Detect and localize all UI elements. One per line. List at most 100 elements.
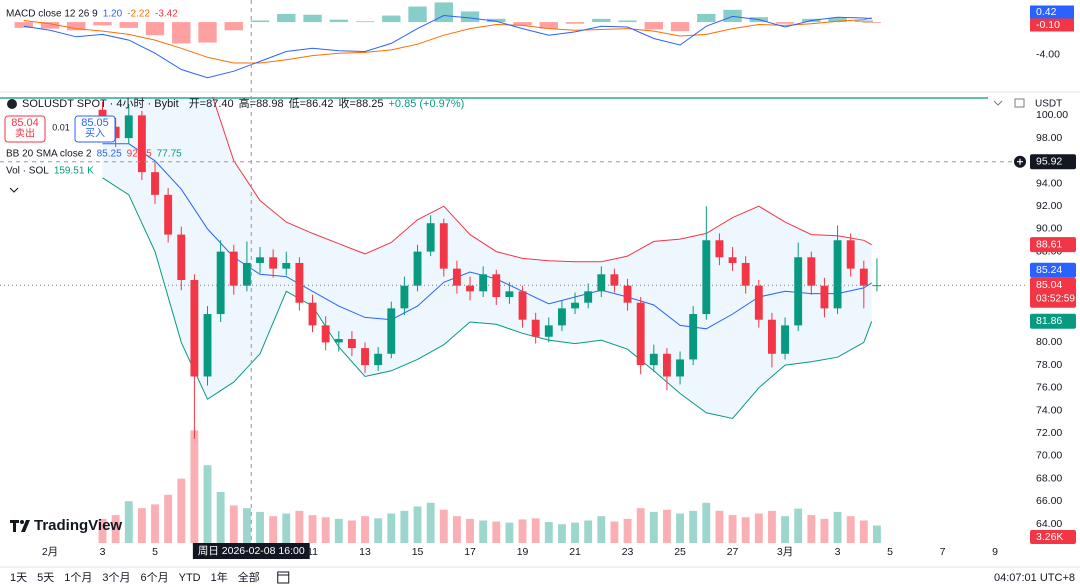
x-tick-label: 21 [569, 546, 581, 558]
buy-price[interactable]: 85.05 [81, 117, 109, 129]
volume-bar [400, 510, 409, 543]
candle-body [689, 314, 698, 360]
y-tick-label: 100.00 [1036, 109, 1068, 121]
volume-bar [492, 521, 501, 543]
overlay: SOLUSDT SPOT · 4小时 · Bybit 85.04 卖出 0.01… [0, 5, 1080, 584]
toolbar-icon[interactable] [993, 100, 1003, 106]
candle-body [649, 353, 658, 366]
bb-legend-value: 85.25 [97, 149, 122, 160]
y-tick-label: 80.00 [1036, 336, 1062, 348]
calendar-icon[interactable] [277, 571, 290, 584]
ohlc-value: 低=86.42 [289, 97, 334, 110]
period-button[interactable]: 1年 [211, 570, 228, 584]
x-tick-label: 19 [517, 546, 529, 558]
candle-body [190, 279, 199, 377]
volume-bar [676, 513, 684, 543]
bollinger-lower [102, 177, 873, 420]
volume-bar [794, 508, 803, 543]
bb-legend-name: BB 20 SMA close 2 [6, 149, 92, 160]
volume-bar [242, 508, 251, 543]
buy-label[interactable]: 买入 [85, 128, 105, 140]
macd-histogram-bar [487, 18, 506, 23]
x-tick-label: 13 [359, 546, 371, 558]
macd-legend-name: MACD close 12 26 9 [6, 9, 98, 20]
volume-bar [151, 504, 159, 543]
volume-bar [164, 494, 173, 543]
y-tick-label: 74.00 [1036, 404, 1062, 416]
candle-body [610, 274, 619, 286]
sell-label[interactable]: 卖出 [15, 127, 35, 140]
volume-bar [426, 502, 435, 543]
candle-body [111, 126, 120, 139]
macd-histogram-bar [198, 22, 217, 43]
volume-bar [334, 518, 343, 543]
period-button[interactable]: 全部 [238, 570, 260, 584]
macd-pane [14, 2, 881, 79]
period-button[interactable]: 1天 [10, 572, 27, 584]
macd-macd-line [23, 14, 872, 79]
volume-bar [833, 511, 842, 543]
candle-body [807, 257, 816, 286]
bollinger-upper [212, 97, 872, 263]
collapse-icon[interactable] [9, 187, 19, 193]
add-alert-icon[interactable] [1017, 158, 1023, 165]
volume-bar [689, 510, 698, 543]
volume-bar [137, 508, 146, 543]
period-button[interactable]: 6个月 [141, 571, 169, 584]
candle-body [308, 302, 317, 326]
volume-tag-label: 3.26K [1036, 531, 1063, 543]
macd-histogram-bar [329, 19, 348, 23]
volume-bar [321, 517, 330, 543]
candle-body [636, 302, 645, 366]
volume-bar [466, 518, 474, 543]
x-tick-label: 23 [622, 546, 634, 558]
macd-histogram-bar [434, 2, 453, 23]
countdown: 03:52:59 [1036, 293, 1075, 304]
y-tick-label: 72.00 [1036, 427, 1062, 439]
volume-bar [531, 518, 540, 543]
price-tag [1030, 277, 1076, 308]
candle-body [846, 240, 855, 269]
price-tag [1030, 237, 1076, 253]
volume-bar [781, 516, 789, 543]
candle-body [177, 234, 186, 280]
macd-signal-line [23, 17, 872, 64]
volume-bar [571, 522, 579, 543]
period-button[interactable]: 3个月 [102, 571, 130, 584]
candle-body [295, 262, 304, 303]
candle-body [741, 262, 750, 286]
macd-histogram-bar [565, 22, 585, 24]
plot-area [0, 0, 1025, 543]
volume-bar [767, 510, 776, 543]
period-button[interactable]: 5天 [37, 572, 54, 584]
macd-histogram-bar [382, 15, 401, 23]
candle-body [505, 291, 514, 298]
candle-body [584, 291, 593, 303]
period-button[interactable]: 1个月 [64, 571, 92, 584]
spread: 0.01 [52, 122, 70, 132]
macd-histogram-bar [250, 20, 270, 23]
price-tag-label: 85.24 [1036, 264, 1062, 276]
x-tick-label: 5 [887, 546, 893, 558]
candle-body [439, 223, 448, 269]
macd-histogram-bar [408, 6, 427, 23]
buy-button[interactable] [74, 115, 116, 143]
price-pane [0, 97, 1025, 543]
x-tick-label: 17 [464, 546, 476, 558]
sell-button[interactable] [4, 115, 46, 143]
period-button[interactable]: YTD [179, 572, 201, 584]
y-tick-label: 78.00 [1036, 359, 1062, 371]
candle-body [518, 291, 527, 320]
candle-body [242, 262, 251, 286]
candle-body [229, 251, 238, 286]
y-tick-label: 66.00 [1036, 495, 1062, 507]
macd-histogram-bar [145, 22, 165, 36]
candle-body [374, 353, 383, 366]
sell-price[interactable]: 85.04 [11, 117, 39, 129]
toolbar-icon[interactable] [1014, 98, 1025, 108]
crosshair-time-label: 周日 2026-02-08 16:00 [198, 545, 305, 557]
y-tick-label: 94.00 [1036, 177, 1062, 189]
candle-body [413, 251, 422, 286]
candle-body [282, 262, 291, 269]
volume-tag [1030, 530, 1076, 544]
